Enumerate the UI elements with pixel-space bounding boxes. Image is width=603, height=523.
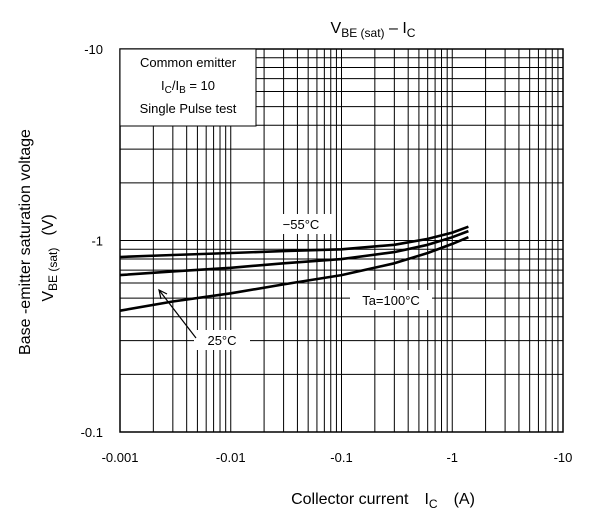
y-axis-label-line1: Base -emitter saturation voltage [17, 129, 34, 355]
series-line-0 [119, 225, 469, 259]
x-axis-label: Collector current IC (A) [291, 491, 475, 511]
ratio-ic: I [161, 78, 165, 93]
x-tick-label: -10 [554, 450, 573, 465]
x-tick-label: -1 [446, 450, 458, 465]
x-axis-sym: I [424, 491, 428, 508]
series-line-2 [119, 235, 469, 312]
label-bg-t100 [350, 290, 432, 310]
plot-frame [119, 48, 564, 433]
title-dash: – I [385, 20, 407, 37]
label-m55: −55°C [283, 217, 320, 232]
title-main-sub: BE (sat) [341, 26, 384, 40]
y-axis-unit: (V) [40, 214, 57, 235]
label-bg-m55 [270, 214, 332, 234]
x-tick-label: -0.01 [216, 450, 246, 465]
title-main: V [331, 20, 342, 37]
y-tick-label: -0.1 [81, 425, 103, 440]
conditions-box: Common emitter IC/IB = 10 Single Pulse t… [119, 48, 257, 127]
leader-25c [158, 288, 197, 339]
x-axis-sym-sub: C [429, 497, 438, 511]
label-t25: 25°C [207, 333, 236, 348]
curves [119, 225, 469, 312]
x-axis-text: Collector current [291, 491, 409, 508]
conditions-line2: IC/IB = 10 [161, 78, 215, 96]
label-bg-t25 [194, 330, 250, 350]
x-axis-unit: (A) [454, 491, 475, 508]
label-t100: Ta=100°C [362, 293, 420, 308]
conditions-box-frame [119, 48, 257, 127]
leader-arrowhead [158, 288, 168, 300]
ratio-slash: /I [172, 78, 179, 93]
ratio-ic-sub: C [165, 85, 172, 96]
y-tick-label: -10 [84, 42, 103, 57]
chart-title: VBE (sat) – IC [331, 20, 416, 40]
y-axis-sym-sub: BE (sat) [46, 248, 60, 291]
x-tick-label: -0.001 [102, 450, 139, 465]
y-tick-label: -1 [91, 234, 103, 249]
x-tick-label: -0.1 [330, 450, 352, 465]
series-line-1 [119, 229, 469, 277]
title-dash-sub: C [407, 26, 416, 40]
ratio-value: = 10 [186, 78, 215, 93]
leader-line [158, 289, 197, 339]
y-axis-label-line2: VBE (sat) (V) [40, 214, 60, 301]
ratio-ib-sub: B [179, 85, 186, 96]
conditions-line3: Single Pulse test [140, 101, 237, 116]
y-axis-sym: V [40, 291, 57, 302]
conditions-line1: Common emitter [140, 55, 237, 70]
